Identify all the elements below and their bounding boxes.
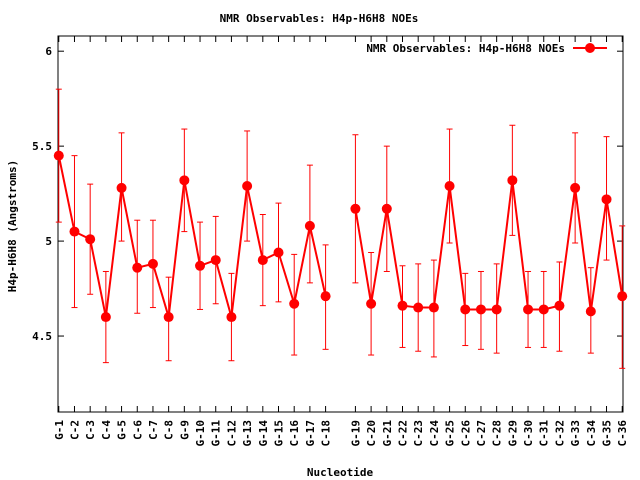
x-tick-label-33: C-34 [585, 420, 598, 447]
x-tick-label-18: G-19 [349, 420, 362, 447]
x-tick-label-10: G-11 [210, 420, 223, 447]
data-point-27 [491, 304, 502, 315]
legend-marker [585, 43, 595, 53]
x-tick-label-9: G-10 [194, 420, 207, 447]
data-point-4 [116, 182, 127, 193]
data-point-0 [53, 150, 64, 161]
data-point-8 [179, 175, 190, 186]
series-line-0 [57, 155, 327, 318]
x-tick-label-34: G-35 [601, 420, 614, 447]
x-tick-label-19: C-20 [365, 420, 378, 447]
x-tick-label-12: G-13 [241, 420, 254, 447]
x-tick-label-3: C-4 [100, 420, 113, 440]
legend-label: NMR Observables: H4p-H6H8 NOEs [366, 42, 565, 55]
data-point-22 [413, 302, 424, 313]
x-tick-label-15: C-16 [288, 420, 301, 447]
data-point-29 [523, 304, 534, 315]
x-tick-label-28: G-29 [506, 420, 519, 447]
data-point-32 [570, 182, 581, 193]
chart-title: NMR Observables: H4p-H6H8 NOEs [220, 12, 419, 25]
x-tick-label-4: G-5 [116, 420, 129, 440]
x-tick-label-14: G-15 [273, 420, 286, 447]
data-point-23 [428, 302, 439, 313]
x-tick-label-2: C-3 [84, 420, 97, 440]
y-axis-label: H4p-H6H8 (Angstroms) [6, 160, 19, 292]
x-tick-label-29: C-30 [522, 420, 535, 447]
x-tick-label-5: C-6 [131, 420, 144, 440]
x-tick-label-17: C-18 [320, 420, 333, 447]
x-tick-label-31: C-32 [553, 420, 566, 447]
data-point-14 [273, 247, 284, 258]
legend: NMR Observables: H4p-H6H8 NOEs [366, 42, 607, 55]
plot-layer: 4.555.56G-1 C-2 C-3 C-4 G-5 C-6 C-7 C-8 G-9 G-10 G… [32, 35, 629, 447]
data-point-2 [85, 234, 96, 245]
y-tick-label-2: 5.5 [32, 140, 52, 153]
x-tick-label-26: C-27 [475, 420, 488, 447]
x-tick-label-25: C-26 [459, 420, 472, 447]
data-point-9 [195, 260, 206, 271]
data-point-11 [226, 312, 237, 323]
x-tick-label-6: C-7 [147, 420, 160, 440]
x-tick-label-1: C-2 [68, 420, 81, 440]
y-tick-label-0: 4.5 [32, 330, 52, 343]
y-tick-label-1: 5 [45, 235, 52, 248]
x-tick-label-32: G-33 [569, 420, 582, 447]
x-tick-label-11: C-12 [225, 420, 238, 447]
x-tick-label-35: C-36 [616, 420, 629, 447]
data-point-15 [289, 298, 300, 309]
x-tick-label-16: G-17 [304, 420, 317, 447]
plot-frame [57, 35, 624, 413]
x-tick-label-27: C-28 [491, 420, 504, 447]
x-tick-label-22: C-23 [412, 420, 425, 447]
data-point-33 [585, 306, 596, 317]
x-tick-label-0: G-1 [53, 420, 66, 440]
data-point-20 [381, 203, 392, 214]
data-point-6 [147, 258, 158, 269]
data-point-30 [538, 304, 549, 315]
x-tick-label-21: C-22 [396, 420, 409, 447]
x-tick-label-30: C-31 [538, 420, 551, 447]
data-point-28 [507, 175, 518, 186]
data-point-34 [601, 194, 612, 205]
data-point-25 [460, 304, 471, 315]
data-point-31 [554, 300, 565, 311]
x-tick-label-8: G-9 [178, 420, 191, 440]
data-point-24 [444, 181, 455, 192]
data-point-13 [257, 255, 268, 266]
data-point-10 [210, 255, 221, 266]
data-point-21 [397, 300, 408, 311]
data-point-1 [69, 226, 80, 237]
y-tick-label-3: 6 [45, 45, 52, 58]
x-tick-label-20: G-21 [381, 420, 394, 447]
data-point-12 [242, 181, 253, 192]
data-point-5 [132, 262, 143, 273]
x-tick-label-24: G-25 [444, 420, 457, 447]
data-point-3 [100, 312, 111, 323]
data-point-35 [617, 291, 628, 302]
x-tick-label-7: C-8 [163, 420, 176, 440]
x-tick-label-13: G-14 [257, 420, 270, 447]
data-point-16 [304, 220, 315, 231]
data-point-19 [366, 298, 377, 309]
data-point-26 [475, 304, 486, 315]
data-point-7 [163, 312, 174, 323]
x-tick-label-23: C-24 [428, 420, 441, 447]
data-point-18 [350, 203, 361, 214]
data-point-17 [320, 291, 331, 302]
series-line-1 [354, 180, 624, 312]
x-axis-label: Nucleotide [307, 466, 374, 479]
